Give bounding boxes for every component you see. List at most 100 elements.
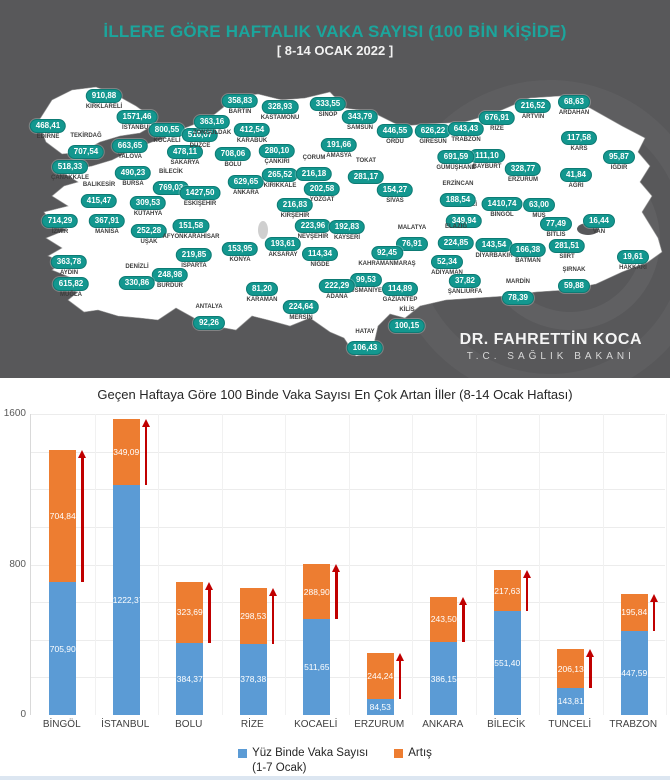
- province-label: OSMANİYE: [349, 288, 382, 294]
- province-value-badge: 59,88: [557, 279, 591, 293]
- province-malatya: MALATYA 76,91: [395, 225, 429, 251]
- y-tick-label: 800: [9, 558, 26, 570]
- vertical-gridline: [475, 414, 477, 715]
- province-value-badge: 629,65: [227, 175, 265, 189]
- province-burdur: 248,98 BURDUR: [151, 264, 189, 290]
- province-value-badge: 707,54: [67, 145, 105, 159]
- y-tick-label: 0: [20, 709, 26, 720]
- province-label: İSTANBUL: [122, 125, 152, 131]
- province-label: AFYONKARAHİSAR: [162, 234, 220, 240]
- province-i̇stanbul: 1571,46 İSTANBUL: [116, 106, 158, 132]
- province-samsun: 343,79 SAMSUN: [341, 106, 379, 132]
- province-value-badge: 191,66: [320, 138, 358, 152]
- map-title: İLLERE GÖRE HAFTALIK VAKA SAYISI (100 Bİ…: [103, 22, 567, 41]
- bar-segment-base-i̇stanbul: 1222,37: [112, 485, 143, 715]
- province-label: BARTIN: [228, 109, 252, 115]
- province-value-badge: 328,77: [504, 162, 542, 176]
- province-label: ARTVİN: [521, 114, 545, 120]
- bar-value-label: 386,15: [430, 673, 457, 684]
- province-zonguldak: 363,16 ZONGULDAK: [193, 111, 231, 137]
- province-erzurum: 328,77 ERZURUM: [504, 158, 542, 184]
- province-value-badge: 166,38: [509, 243, 547, 257]
- province-bolu: 708,06 BOLU: [214, 143, 252, 169]
- province-value-badge: 193,61: [264, 237, 302, 251]
- province-value-badge: 615,82: [52, 277, 90, 291]
- province-kastamonu: 328,93 KASTAMONU: [261, 96, 299, 122]
- tuz-lake: [258, 221, 268, 239]
- province-ardahan: 68,63 ARDAHAN: [557, 91, 591, 117]
- x-axis-label-tunceli̇: TUNCELİ: [548, 719, 592, 730]
- province-value-badge: 910,88: [85, 89, 123, 103]
- bar-segment-increase-ankara: 243,50: [430, 596, 458, 643]
- province-value-badge: 358,83: [221, 94, 259, 108]
- province-elaziğ: ELAZIĞ 224,85: [437, 224, 475, 250]
- province-ordu: 446,55 ORDU: [376, 120, 414, 146]
- province-label: AYDIN: [59, 270, 79, 276]
- horizontal-gridline: [31, 677, 665, 679]
- bar-value-label: 206,13: [557, 663, 584, 674]
- province-label: MANİSA: [95, 229, 119, 235]
- province-value-badge: 106,43: [346, 341, 384, 355]
- province-value-badge: 19,61: [616, 250, 650, 264]
- province-label: ANKARA: [233, 190, 259, 196]
- province-label: KAHRAMANMARAŞ: [358, 261, 416, 267]
- x-axis-label-ri̇ze: RİZE: [240, 719, 264, 730]
- province-value-badge: 800,55: [148, 123, 186, 137]
- province-value-badge: 714,29: [41, 214, 79, 228]
- x-axis-label-bi̇leci̇k: BİLECİK: [487, 719, 526, 730]
- legend-swatch-icon: [394, 749, 404, 758]
- province-value-badge: 415,47: [80, 194, 118, 208]
- province-label: DENİZLİ: [125, 264, 149, 270]
- increase-bar-chart-panel: Geçen Haftaya Göre 100 Binde Vaka Sayısı…: [0, 378, 670, 780]
- province-label: GÜMÜŞHANE: [436, 165, 476, 171]
- province-value-badge: 192,83: [328, 220, 366, 234]
- province-ankara: 629,65 ANKARA: [227, 171, 265, 197]
- bar-segment-base-ankara: 386,15: [430, 642, 458, 715]
- province-label: BURDUR: [157, 283, 183, 289]
- province-value-badge: 41,84: [559, 168, 593, 182]
- province-value-badge: 328,93: [261, 100, 299, 114]
- province-label: BAYBURT: [472, 164, 502, 170]
- bar-value-label: 323,69: [176, 607, 203, 618]
- increase-arrow-icon: [269, 587, 276, 644]
- province-value-badge: 78,39: [501, 291, 535, 305]
- province-label: MUĞLA: [60, 292, 82, 298]
- province-edi̇rne: 468,41 EDİRNE: [29, 115, 67, 141]
- province-value-badge: 222,29: [318, 279, 356, 293]
- province-label: HATAY: [355, 329, 375, 335]
- province-label: UŞAK: [140, 239, 158, 245]
- increase-arrow-icon: [205, 581, 213, 643]
- province-label: AKSARAY: [268, 252, 298, 258]
- province-label: BİNGÖL: [490, 212, 514, 218]
- province-gümüşhane: 691,59 GÜMÜŞHANE: [436, 146, 476, 172]
- province-label: BALIKESİR: [82, 182, 116, 188]
- province-value-badge: 248,98: [151, 268, 189, 282]
- province-label: ŞIRNAK: [562, 267, 586, 273]
- province-label: DİYARBAKIR: [475, 253, 513, 259]
- province-value-badge: 363,78: [50, 255, 88, 269]
- increase-arrow-icon: [78, 449, 86, 583]
- province-sakarya: 478,11 SAKARYA: [166, 141, 204, 167]
- province-value-badge: 188,54: [439, 193, 477, 207]
- increase-arrow-icon: [459, 596, 467, 643]
- province-kocaeli̇: 800,55 KOCAELİ: [148, 119, 186, 145]
- bar-segment-increase-tunceli̇: 206,13: [557, 649, 585, 688]
- province-label: BİTLİS: [546, 232, 566, 238]
- bar-value-label: 447,59: [621, 667, 648, 678]
- province-value-badge: 518,33: [51, 160, 89, 174]
- province-label: MALATYA: [397, 225, 427, 231]
- vertical-gridline: [348, 414, 350, 715]
- province-label: BATMAN: [515, 258, 541, 264]
- bar-segment-base-trabzon: 447,59: [620, 630, 648, 715]
- vertical-gridline: [412, 414, 413, 715]
- province-label: KARAMAN: [246, 297, 278, 303]
- legend-item: Artış: [394, 746, 432, 776]
- province-hatay: HATAY 106,43: [346, 329, 384, 355]
- province-label: BURSA: [122, 181, 144, 187]
- province-label: ADIYAMAN: [431, 270, 463, 276]
- vertical-gridline: [285, 414, 286, 715]
- province-yozgat: 202,58 YOZGAT: [303, 178, 341, 204]
- province-label: KAYSERİ: [333, 235, 361, 241]
- province-label: SAMSUN: [346, 125, 373, 131]
- province-value-badge: 95,87: [602, 150, 636, 164]
